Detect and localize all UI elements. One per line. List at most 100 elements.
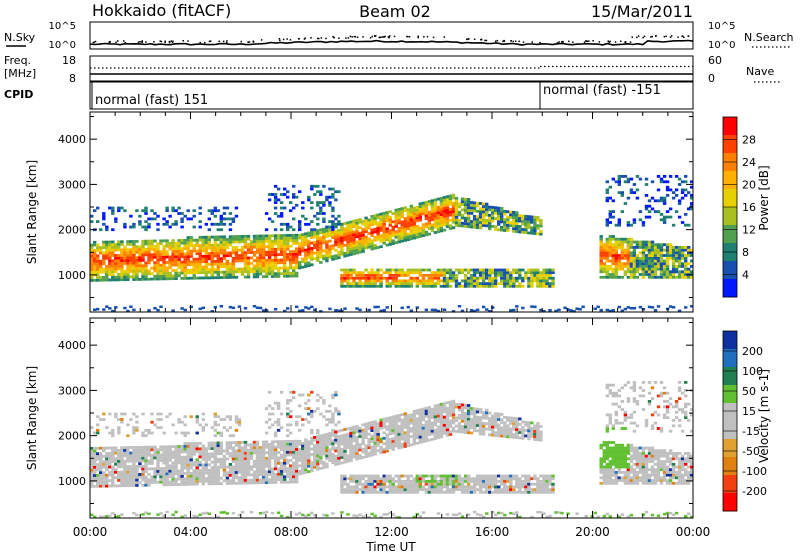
heatmap-cell bbox=[123, 262, 127, 265]
heatmap-cell bbox=[165, 464, 169, 468]
heatmap-cell bbox=[283, 250, 287, 254]
heatmap-cell bbox=[433, 308, 438, 312]
heatmap-cell bbox=[515, 216, 519, 220]
heatmap-cell bbox=[298, 228, 302, 232]
heatmap-cell bbox=[252, 440, 257, 444]
heatmap-cell bbox=[334, 435, 338, 439]
heatmap-cell bbox=[231, 465, 236, 469]
heatmap-cell bbox=[322, 230, 326, 234]
heatmap-cell bbox=[445, 474, 450, 478]
heatmap-cell bbox=[454, 199, 459, 203]
heatmap-cell bbox=[677, 183, 682, 186]
heatmap-cell bbox=[243, 240, 248, 244]
heatmap-cell bbox=[406, 274, 411, 277]
heatmap-cell bbox=[355, 427, 359, 431]
heatmap-cell bbox=[243, 256, 248, 260]
heatmap-cell bbox=[367, 224, 371, 227]
heatmap-cell bbox=[436, 214, 441, 217]
heatmap-cell bbox=[189, 461, 193, 464]
heatmap-cell bbox=[391, 239, 395, 243]
heatmap-cell bbox=[337, 214, 341, 218]
heatmap-cell bbox=[641, 259, 646, 263]
heatmap-cell bbox=[165, 242, 169, 245]
heatmap-cell bbox=[337, 256, 341, 260]
heatmap-cell bbox=[668, 273, 673, 276]
heatmap-cell bbox=[286, 407, 290, 410]
heatmap-cell bbox=[328, 228, 332, 232]
heatmap-cell bbox=[518, 227, 522, 231]
heatmap-cell bbox=[138, 248, 142, 251]
heatmap-cell bbox=[512, 224, 516, 228]
heatmap-cell bbox=[222, 249, 227, 252]
heatmap-cell bbox=[255, 264, 260, 268]
heatmap-cell bbox=[210, 276, 215, 280]
heatmap-cell bbox=[340, 247, 344, 251]
heatmap-cell bbox=[469, 268, 474, 272]
heatmap-cell bbox=[159, 263, 163, 267]
heatmap-cell bbox=[210, 447, 215, 450]
heatmap-cell bbox=[424, 209, 429, 212]
heatmap-cell bbox=[337, 231, 341, 235]
heatmap-cell bbox=[421, 204, 426, 208]
heatmap-cell bbox=[527, 226, 531, 229]
heatmap-cell bbox=[249, 248, 254, 252]
heatmap-cell bbox=[418, 438, 423, 442]
heatmap-cell bbox=[213, 209, 218, 213]
heatmap-cell bbox=[286, 415, 290, 419]
heatmap-cell bbox=[186, 255, 190, 258]
heatmap-cell bbox=[364, 449, 368, 453]
heatmap-cell bbox=[177, 475, 181, 478]
heatmap-cell bbox=[225, 476, 230, 480]
heatmap-cell bbox=[304, 407, 308, 410]
heatmap-cell bbox=[379, 426, 383, 430]
heatmap-cell bbox=[665, 185, 670, 189]
heatmap-cell bbox=[488, 219, 492, 223]
heatmap-cell bbox=[680, 180, 685, 184]
heatmap-cell bbox=[436, 411, 441, 415]
heatmap-cell bbox=[322, 254, 326, 258]
heatmap-cell bbox=[213, 270, 218, 274]
heatmap-cell bbox=[183, 461, 187, 465]
heatmap-cell bbox=[454, 284, 459, 288]
heatmap-cell bbox=[189, 466, 193, 470]
heatmap-cell bbox=[195, 249, 199, 253]
heatmap-cell bbox=[632, 275, 637, 279]
heatmap-cell bbox=[325, 259, 329, 263]
colorbar-swatch bbox=[723, 225, 737, 244]
heatmap-cell bbox=[243, 267, 248, 271]
heatmap-cell bbox=[445, 214, 450, 218]
heatmap-cell bbox=[536, 218, 540, 222]
heatmap-cell bbox=[90, 482, 94, 486]
heatmap-cell bbox=[533, 274, 537, 277]
heatmap-cell bbox=[322, 441, 326, 445]
heatmap-cell bbox=[192, 209, 196, 213]
heatmap-cell bbox=[674, 270, 679, 274]
heatmap-cell bbox=[255, 251, 260, 254]
heatmap-cell bbox=[659, 275, 664, 279]
heatmap-cell bbox=[219, 249, 224, 252]
heatmap-cell bbox=[111, 452, 115, 455]
heatmap-cell bbox=[349, 239, 353, 243]
heatmap-cell bbox=[246, 264, 251, 268]
heatmap-cell bbox=[349, 480, 353, 483]
heatmap-cell bbox=[400, 474, 404, 478]
heatmap-cell bbox=[310, 206, 314, 210]
heatmap-cell bbox=[421, 423, 426, 427]
heatmap-cell bbox=[138, 220, 142, 223]
heatmap-cell bbox=[276, 428, 281, 432]
heatmap-cell bbox=[186, 472, 190, 475]
heatmap-cell bbox=[270, 269, 275, 273]
heatmap-cell bbox=[424, 490, 429, 494]
heatmap-cell bbox=[270, 423, 275, 427]
heatmap-cell bbox=[629, 270, 634, 274]
heatmap-cell bbox=[90, 463, 94, 467]
heatmap-cell bbox=[310, 255, 314, 258]
heatmap-cell bbox=[424, 412, 429, 416]
heatmap-cell bbox=[551, 279, 555, 283]
heatmap-cell bbox=[276, 445, 281, 449]
heatmap-cell bbox=[231, 476, 236, 480]
heatmap-cell bbox=[216, 466, 221, 469]
heatmap-cell bbox=[602, 251, 607, 255]
heatmap-cell bbox=[195, 244, 199, 247]
heatmap-cell bbox=[500, 207, 504, 210]
